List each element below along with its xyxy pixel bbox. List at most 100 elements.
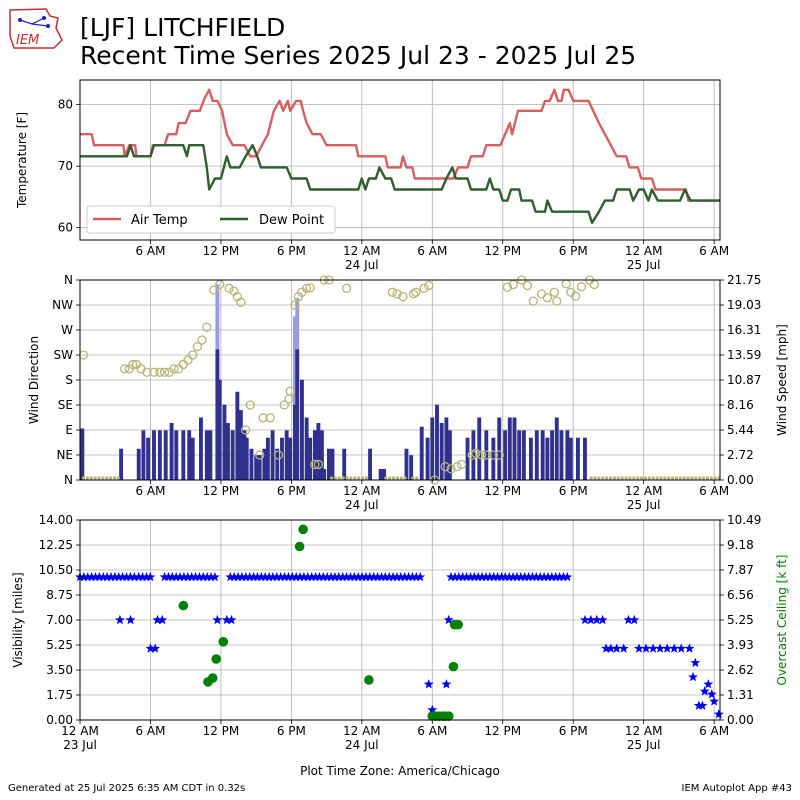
visibility-tick-label: 12.25: [39, 538, 73, 552]
visibility-marker: [535, 571, 546, 582]
wind-direction-point: [178, 359, 188, 370]
wind-speed-bar: [157, 430, 162, 480]
ceiling-marker: [443, 711, 454, 721]
wind-direction-tick-label: S: [65, 373, 73, 387]
wind-direction-point: [536, 289, 547, 299]
calm-wind-marker: [713, 476, 717, 480]
calm-wind-marker: [655, 476, 659, 480]
x-tick-date-label: 23 Jul: [63, 738, 97, 752]
visibility-marker: [512, 571, 522, 582]
ceiling-marker: [364, 675, 374, 685]
visibility-marker: [326, 571, 336, 582]
visibility-marker: [443, 614, 454, 625]
visibility-marker: [605, 643, 616, 653]
y-tick-label: 60: [58, 221, 73, 235]
visibility-marker: [212, 614, 223, 625]
x-tick-label: 6 PM: [559, 724, 588, 738]
wind-direction-point: [119, 364, 130, 374]
calm-wind-marker: [337, 476, 341, 480]
wind-speed-bar: [174, 430, 179, 480]
calm-wind-marker: [620, 476, 624, 480]
calm-wind-marker: [364, 476, 369, 480]
temperature-panel-frame: [79, 79, 721, 241]
wind-speed-bar: [257, 455, 262, 480]
visibility-marker: [543, 571, 553, 582]
wind-speed-bar: [141, 430, 146, 480]
visibility-marker: [226, 614, 237, 625]
wind-direction-point: [142, 367, 152, 377]
wind-speed-bar: [404, 448, 409, 480]
x-tick-label: 12 PM: [203, 724, 240, 738]
visibility-marker: [256, 571, 267, 582]
visibility-marker: [623, 614, 634, 625]
calm-wind-marker: [101, 476, 105, 480]
visibility-marker: [106, 571, 116, 582]
wind-direction-point: [341, 283, 352, 293]
visibility-marker: [703, 679, 714, 689]
wind-speed-bar: [575, 437, 580, 480]
visibility-marker: [98, 571, 109, 582]
visibility-marker: [469, 571, 480, 582]
wind-speed-bar: [222, 404, 227, 480]
wind-speed-bar: [275, 448, 280, 480]
visibility-marker: [141, 571, 152, 582]
wind-direction-point: [209, 285, 219, 295]
wind-speed-bar: [217, 379, 222, 480]
generated-timestamp: Generated at 25 Jul 2025 6:35 AM CDT in …: [8, 783, 246, 794]
calm-wind-marker: [353, 476, 357, 480]
y-tick-label: 70: [58, 159, 73, 173]
calm-wind-marker: [345, 476, 349, 480]
visibility-marker: [240, 571, 251, 582]
calm-wind-marker: [701, 476, 706, 480]
visibility-marker: [597, 614, 608, 625]
visibility-marker: [415, 571, 426, 582]
visibility-marker: [688, 671, 698, 682]
wind-speed-bar: [322, 468, 327, 480]
visibility-marker: [500, 571, 511, 582]
visibility-marker: [372, 571, 383, 582]
wind-speed-bar: [80, 428, 85, 480]
ceiling-marker: [207, 673, 218, 683]
wind-direction-point: [245, 400, 255, 410]
visibility-marker: [82, 571, 93, 582]
wind-speed-bar: [249, 448, 254, 480]
wind-speed-tick-label: 21.75: [727, 273, 761, 287]
x-tick-date-label: 24 Jul: [345, 498, 379, 512]
wind-speed-bar: [419, 426, 424, 480]
calm-wind-marker: [391, 476, 396, 480]
visibility-marker: [295, 571, 305, 582]
wind-speed-bar: [430, 417, 435, 480]
wind-direction-point: [128, 359, 138, 370]
visibility-marker: [461, 571, 472, 582]
wind-direction-point: [273, 450, 284, 460]
calm-wind-marker: [639, 476, 644, 480]
calm-wind-marker: [384, 476, 388, 480]
visibility-marker: [279, 571, 290, 582]
calm-wind-marker: [651, 476, 655, 480]
visibility-marker: [446, 571, 456, 582]
visibility-marker: [519, 571, 530, 582]
wind-speed-bar: [534, 430, 539, 480]
wind-direction-point: [149, 367, 159, 377]
visibility-marker: [157, 614, 168, 625]
visibility-marker: [531, 571, 542, 582]
visibility-marker: [159, 571, 170, 582]
wind-speed-bar: [565, 430, 570, 480]
wind-direction-point: [411, 287, 421, 297]
wind-direction-point: [528, 296, 538, 306]
visibility-marker: [655, 643, 666, 653]
dew-point-line: [80, 144, 720, 224]
ceiling-marker: [178, 600, 189, 611]
visibility-marker: [78, 571, 89, 582]
visibility-marker: [591, 614, 602, 625]
calm-wind-marker: [686, 476, 690, 480]
visibility-marker: [634, 643, 644, 653]
ceiling-tick-label: 1.31: [727, 688, 754, 702]
visibility-tick-label: 8.75: [46, 588, 73, 602]
visibility-marker: [237, 571, 247, 582]
visibility-marker: [477, 571, 487, 582]
visibility-marker: [453, 571, 464, 582]
wind-speed-bar: [368, 448, 372, 480]
visibility-marker: [554, 571, 565, 582]
visibility-marker: [260, 571, 271, 582]
